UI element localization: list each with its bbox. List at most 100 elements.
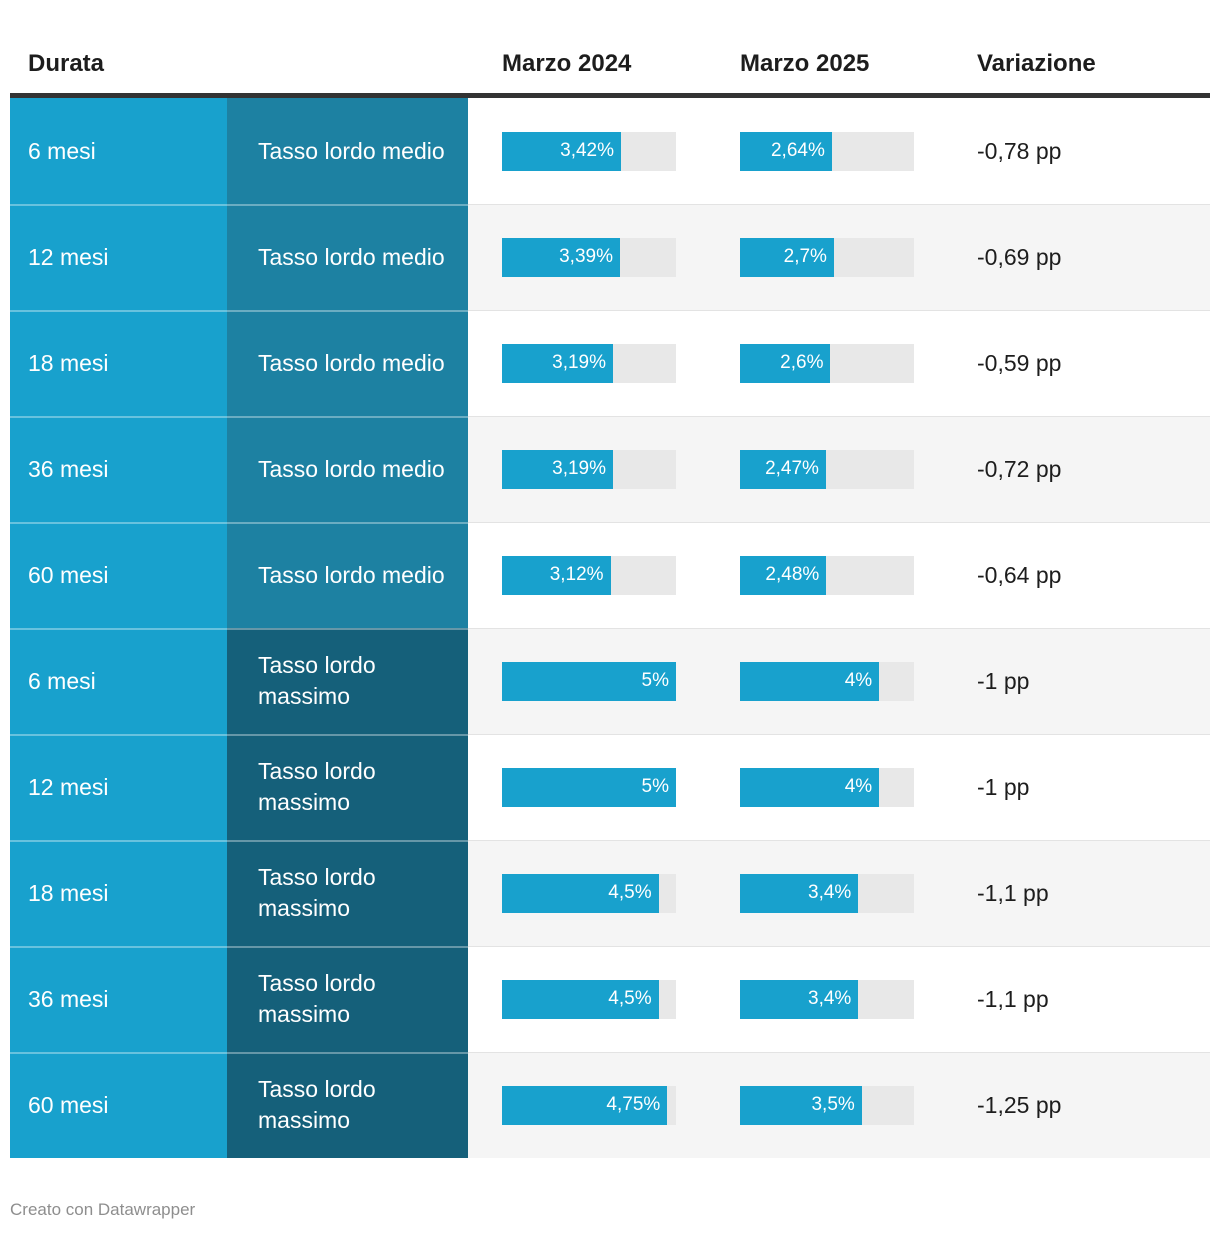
tasso-label: Tasso lordo medio <box>258 137 445 164</box>
bar-2024-fill: 3,39% <box>502 237 620 277</box>
bar-2025-track: 4% <box>740 661 914 701</box>
durata-cell: 18 mesi <box>10 310 227 416</box>
durata-label: 36 mesi <box>28 985 109 1012</box>
bar-2025-track: 2,6% <box>740 343 914 383</box>
bar-2024-label: 3,19% <box>552 352 606 373</box>
bar-2025-label: 2,6% <box>780 352 824 373</box>
bar-2025-fill: 3,5% <box>740 1085 862 1125</box>
bar-2024-fill: 4,75% <box>502 1085 668 1125</box>
bar-2024-track: 3,42% <box>502 131 676 171</box>
bar-2024-cell: 5% <box>468 628 676 734</box>
bar-2024-label: 5% <box>641 670 669 691</box>
variazione-cell: -1 pp <box>914 734 1210 840</box>
bar-2024-fill: 3,42% <box>502 131 622 171</box>
bar-2024-track: 3,39% <box>502 237 676 277</box>
durata-cell: 18 mesi <box>10 840 227 946</box>
bar-2025-label: 4% <box>844 776 873 797</box>
variazione-cell: -1,25 pp <box>914 1052 1210 1158</box>
header-variazione: Variazione <box>977 50 1096 77</box>
bar-2024-label: 3,39% <box>559 246 613 267</box>
bar-2024-cell: 5% <box>468 734 676 840</box>
tasso-cell: Tasso lordo medio <box>227 204 468 310</box>
tasso-cell: Tasso lordo medio <box>227 310 468 416</box>
durata-cell: 60 mesi <box>10 1052 227 1158</box>
variazione-cell: -1,1 pp <box>914 840 1210 946</box>
tasso-label: Tasso lordo massimo <box>258 758 376 815</box>
durata-label: 12 mesi <box>28 773 109 800</box>
table-header: Durata Marzo 2024 Marzo 2025 Variazione <box>10 0 1210 98</box>
variazione-label: -1 pp <box>977 667 1030 694</box>
variazione-cell: -0,78 pp <box>914 98 1210 204</box>
bar-2024-fill: 3,12% <box>502 555 611 595</box>
bar-2025-cell: 2,6% <box>676 310 914 416</box>
bar-2025-label: 2,47% <box>765 458 819 479</box>
tasso-cell: Tasso lordo medio <box>227 98 468 204</box>
bar-2024-label: 4,5% <box>608 882 652 903</box>
header-marzo-2024: Marzo 2024 <box>502 50 632 77</box>
bar-2025-label: 3,4% <box>808 988 852 1009</box>
durata-cell: 36 mesi <box>10 416 227 522</box>
variazione-cell: -0,69 pp <box>914 204 1210 310</box>
table-row: 60 mesi Tasso lordo massimo 4,75% 3,5% -… <box>10 1052 1210 1158</box>
bar-2025-fill: 2,64% <box>740 131 832 171</box>
bar-2025-cell: 3,4% <box>676 946 914 1052</box>
durata-cell: 60 mesi <box>10 522 227 628</box>
bar-2025-track: 2,47% <box>740 449 914 489</box>
tasso-label: Tasso lordo massimo <box>258 864 376 921</box>
variazione-label: -1,25 pp <box>977 1091 1062 1118</box>
bar-2025-cell: 4% <box>676 734 914 840</box>
variazione-cell: -1,1 pp <box>914 946 1210 1052</box>
bar-2025-fill: 4% <box>740 661 880 701</box>
durata-cell: 6 mesi <box>10 98 227 204</box>
bar-2024-fill: 5% <box>502 661 676 701</box>
variazione-cell: -0,72 pp <box>914 416 1210 522</box>
bar-2025-track: 2,48% <box>740 555 914 595</box>
bar-2025-cell: 3,4% <box>676 840 914 946</box>
bar-2025-cell: 2,47% <box>676 416 914 522</box>
tasso-cell: Tasso lordo massimo <box>227 734 468 840</box>
variazione-label: -1,1 pp <box>977 879 1049 906</box>
bar-2025-track: 3,5% <box>740 1085 914 1125</box>
bar-2024-track: 4,5% <box>502 873 676 913</box>
table-body: 6 mesi Tasso lordo medio 3,42% 2,64% -0,… <box>10 98 1210 1158</box>
bar-2025-cell: 3,5% <box>676 1052 914 1158</box>
durata-label: 18 mesi <box>28 349 109 376</box>
durata-cell: 36 mesi <box>10 946 227 1052</box>
bar-2024-fill: 4,5% <box>502 979 659 1019</box>
bar-2025-track: 3,4% <box>740 873 914 913</box>
bar-2025-fill: 2,48% <box>740 555 827 595</box>
tasso-label: Tasso lordo medio <box>258 455 445 482</box>
bar-2025-cell: 2,48% <box>676 522 914 628</box>
bar-2024-track: 5% <box>502 767 676 807</box>
variazione-cell: -1 pp <box>914 628 1210 734</box>
bar-2024-cell: 3,12% <box>468 522 676 628</box>
bar-2024-cell: 3,42% <box>468 98 676 204</box>
variazione-label: -1 pp <box>977 773 1030 800</box>
variazione-label: -0,64 pp <box>977 561 1062 588</box>
table-row: 60 mesi Tasso lordo medio 3,12% 2,48% -0… <box>10 522 1210 628</box>
durata-cell: 12 mesi <box>10 204 227 310</box>
bar-2025-label: 2,48% <box>765 564 820 585</box>
bar-2025-track: 2,64% <box>740 131 914 171</box>
bar-2024-label: 5% <box>641 776 669 797</box>
bar-2025-label: 2,7% <box>783 246 827 267</box>
bar-2025-fill: 3,4% <box>740 979 859 1019</box>
variazione-label: -1,1 pp <box>977 985 1049 1012</box>
bar-2025-label: 3,5% <box>811 1094 855 1115</box>
table-row: 6 mesi Tasso lordo massimo 5% 4% -1 pp <box>10 628 1210 734</box>
bar-2024-fill: 5% <box>502 767 676 807</box>
header-marzo-2025: Marzo 2025 <box>740 50 870 77</box>
variazione-label: -0,59 pp <box>977 349 1062 376</box>
table-row: 12 mesi Tasso lordo massimo 5% 4% -1 pp <box>10 734 1210 840</box>
variazione-label: -0,69 pp <box>977 243 1062 270</box>
durata-label: 18 mesi <box>28 879 109 906</box>
bar-2025-fill: 2,7% <box>740 237 834 277</box>
durata-cell: 6 mesi <box>10 628 227 734</box>
bar-2024-fill: 4,5% <box>502 873 659 913</box>
bar-2025-track: 4% <box>740 767 914 807</box>
tasso-cell: Tasso lordo massimo <box>227 946 468 1052</box>
bar-2025-label: 2,64% <box>770 140 825 161</box>
bar-2025-fill: 2,6% <box>740 343 831 383</box>
bar-2024-label: 4,5% <box>608 988 652 1009</box>
bar-2024-cell: 3,39% <box>468 204 676 310</box>
